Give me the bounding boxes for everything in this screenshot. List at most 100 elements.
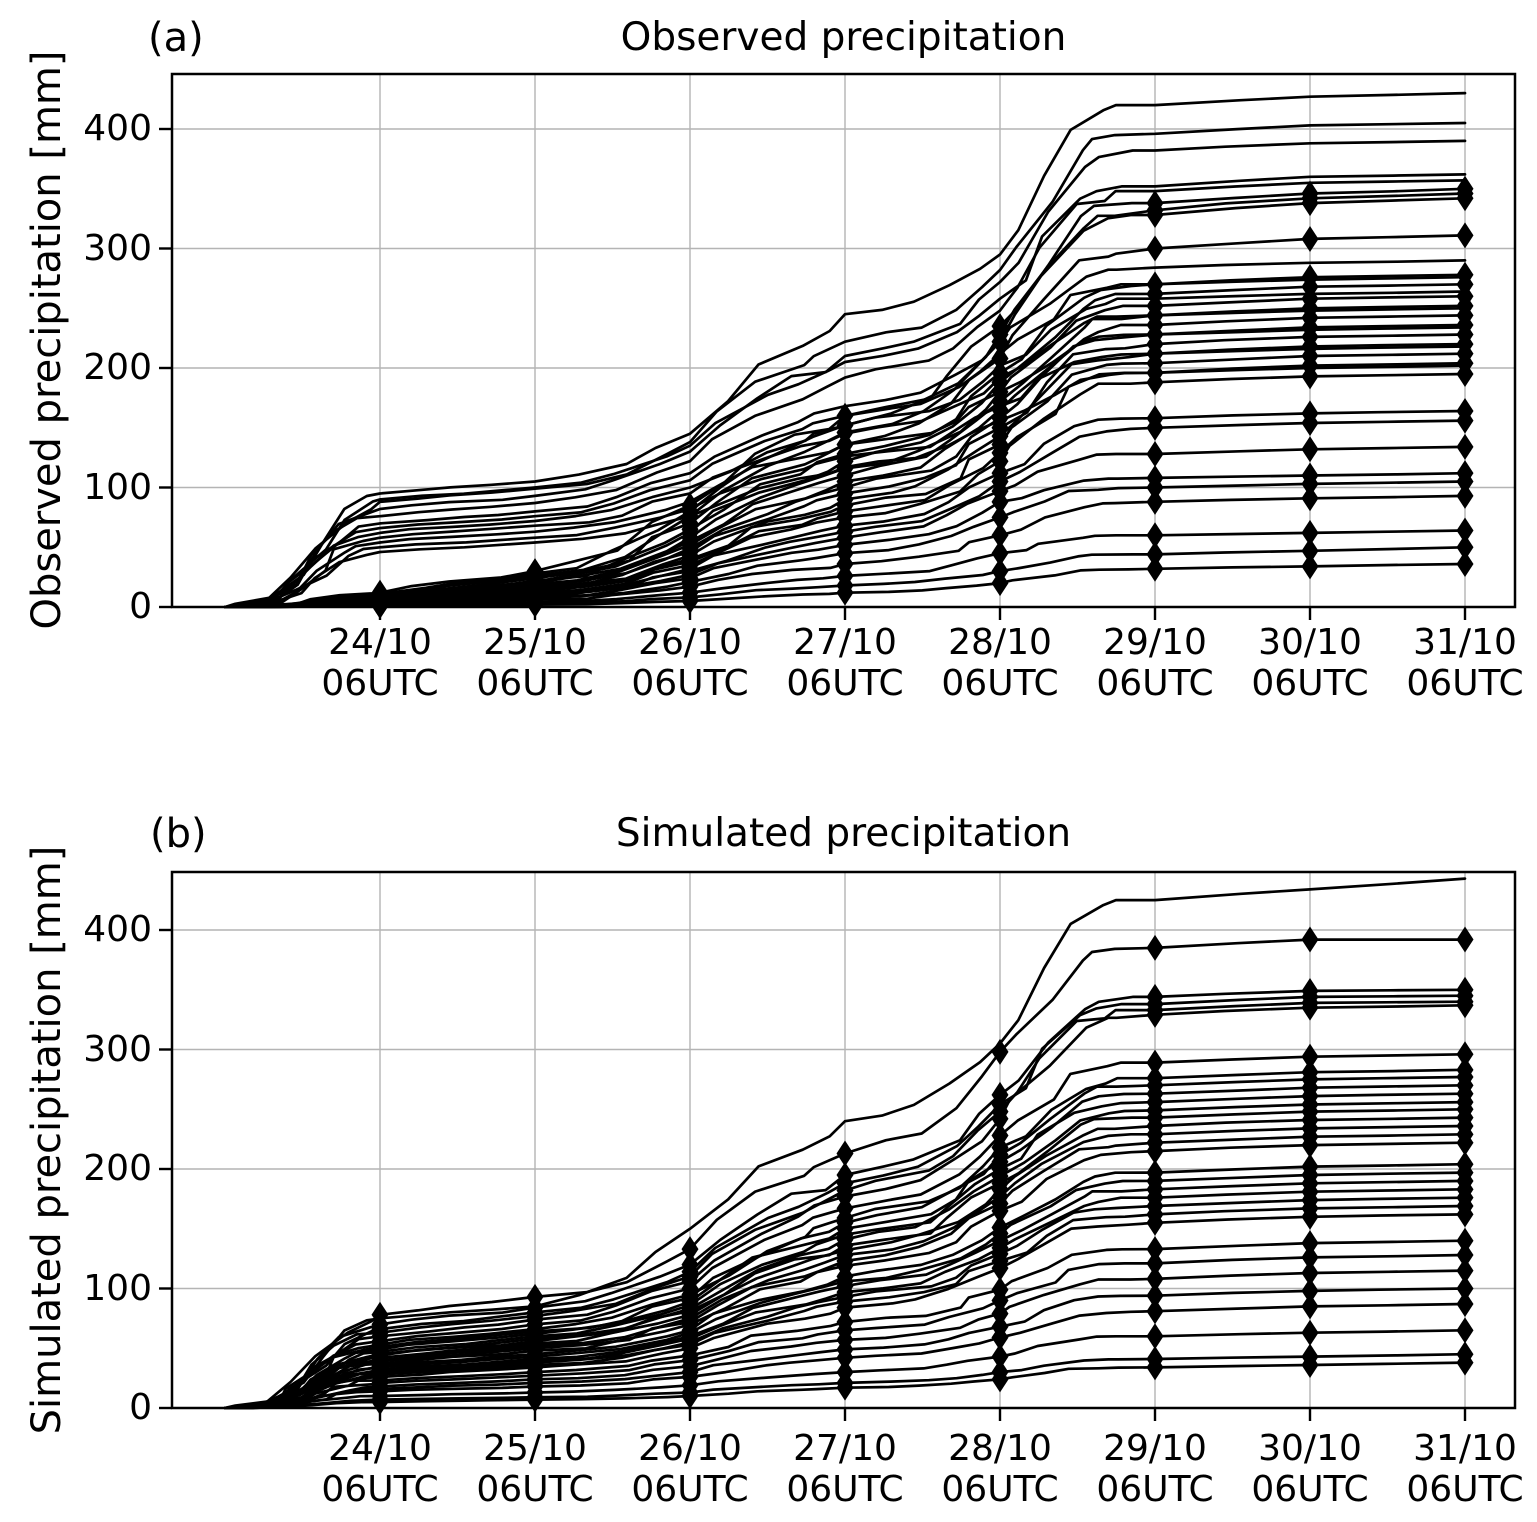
diamond-marker — [1146, 235, 1164, 262]
x-tick-time: 06UTC — [1251, 663, 1369, 704]
diamond-marker — [1456, 1349, 1474, 1376]
diamond-marker — [1456, 407, 1474, 434]
diamond-marker — [526, 591, 544, 618]
x-tick-label: 25/10 06UTC — [440, 1428, 630, 1510]
precipitation-line — [223, 1361, 1467, 1410]
precipitation-line — [223, 121, 1467, 609]
precipitation-line — [223, 91, 1467, 609]
x-tick-label: 24/10 06UTC — [285, 1428, 475, 1510]
x-tick-label: 26/10 06UTC — [595, 622, 785, 704]
precipitation-line — [223, 938, 1467, 1410]
x-tick-date: 24/10 — [328, 1428, 432, 1469]
diamond-marker — [1456, 222, 1474, 249]
x-tick-label: 30/10 06UTC — [1215, 1428, 1405, 1510]
diamond-marker — [836, 1344, 854, 1371]
diamond-marker — [991, 1366, 1009, 1393]
diamond-marker — [991, 345, 1009, 372]
precipitation-line — [223, 1092, 1467, 1410]
diamond-marker — [1456, 1227, 1474, 1254]
x-tick-date: 25/10 — [483, 622, 587, 663]
x-tick-label: 28/10 06UTC — [905, 622, 1095, 704]
y-tick-label: 200 — [83, 347, 152, 388]
diamond-marker — [1146, 474, 1164, 501]
precipitation-line — [223, 1352, 1467, 1410]
y-tick-label: 300 — [83, 227, 152, 269]
precipitation-line — [223, 1083, 1467, 1410]
y-tick-label: 400 — [83, 108, 152, 149]
diamond-marker — [1146, 1236, 1164, 1263]
precipitation-line — [223, 345, 1467, 609]
y-tick-label: 300 — [83, 1028, 152, 1070]
diamond-marker — [1146, 1265, 1164, 1292]
precipitation-line — [223, 139, 1467, 609]
diamond-marker — [1456, 1257, 1474, 1284]
diamond-marker — [1301, 1230, 1319, 1257]
precipitation-line — [223, 877, 1467, 1410]
diamond-marker — [1301, 1132, 1319, 1159]
precipitation-line — [223, 1213, 1467, 1410]
precipitation-line — [223, 1141, 1467, 1410]
precipitation-line — [223, 290, 1467, 609]
precipitation-line — [223, 1328, 1467, 1410]
x-tick-date: 30/10 — [1258, 1428, 1362, 1469]
diamond-marker — [991, 540, 1009, 567]
diamond-marker — [1456, 517, 1474, 544]
x-tick-time: 06UTC — [941, 663, 1059, 704]
precipitation-line — [223, 1302, 1467, 1410]
y-tick-label: 200 — [83, 1148, 152, 1189]
x-tick-label: 30/10 06UTC — [1215, 622, 1405, 704]
precipitation-line — [223, 275, 1467, 609]
x-tick-date: 26/10 — [638, 1428, 742, 1469]
y-tick-label: 400 — [83, 909, 152, 950]
diamond-marker — [1456, 926, 1474, 953]
x-tick-date: 30/10 — [1258, 622, 1362, 663]
diamond-marker — [1301, 1277, 1319, 1304]
diamond-marker — [836, 1374, 854, 1401]
diamond-marker — [991, 1197, 1009, 1224]
diamond-marker — [1146, 1250, 1164, 1277]
precipitation-line — [223, 1171, 1467, 1410]
diamond-marker — [991, 570, 1009, 597]
diamond-marker — [1456, 550, 1474, 577]
precipitation-line — [223, 1107, 1467, 1410]
diamond-marker — [1456, 482, 1474, 509]
x-tick-time: 06UTC — [1406, 1469, 1524, 1510]
x-tick-date: 28/10 — [948, 1428, 1052, 1469]
x-tick-date: 25/10 — [483, 1428, 587, 1469]
diamond-marker — [1146, 488, 1164, 515]
diamond-marker — [1456, 360, 1474, 387]
diamond-marker — [1456, 1242, 1474, 1269]
precipitation-line — [223, 988, 1467, 1410]
x-tick-label: 24/10 06UTC — [285, 622, 475, 704]
x-tick-label: 31/10 06UTC — [1370, 1428, 1537, 1510]
diamond-marker — [991, 522, 1009, 549]
x-tick-label: 25/10 06UTC — [440, 622, 630, 704]
diamond-marker — [1301, 470, 1319, 497]
diamond-marker — [1301, 409, 1319, 436]
diamond-marker — [1301, 926, 1319, 953]
diamond-marker — [1146, 369, 1164, 396]
diamond-marker — [991, 488, 1009, 515]
panel-b-y-axis-label: Simulated precipitation [mm] — [24, 845, 70, 1435]
diamond-marker — [1301, 363, 1319, 390]
diamond-marker — [991, 504, 1009, 531]
precipitation-line — [223, 1003, 1467, 1410]
diamond-marker — [1456, 992, 1474, 1019]
diamond-marker — [1301, 485, 1319, 512]
diamond-marker — [1146, 522, 1164, 549]
diamond-marker — [1456, 185, 1474, 212]
diamond-marker — [1146, 1354, 1164, 1381]
diamond-marker — [1146, 555, 1164, 582]
diamond-marker — [836, 1294, 854, 1321]
precipitation-line — [223, 1196, 1467, 1410]
diamond-marker — [1456, 433, 1474, 460]
diamond-marker — [1301, 225, 1319, 252]
x-tick-label: 29/10 06UTC — [1060, 622, 1250, 704]
axes-frame — [170, 72, 1517, 609]
precipitation-line — [223, 179, 1467, 609]
y-tick-label: 0 — [129, 586, 152, 627]
diamond-marker — [836, 579, 854, 606]
precipitation-line — [223, 1253, 1467, 1410]
diamond-marker — [991, 1038, 1009, 1065]
